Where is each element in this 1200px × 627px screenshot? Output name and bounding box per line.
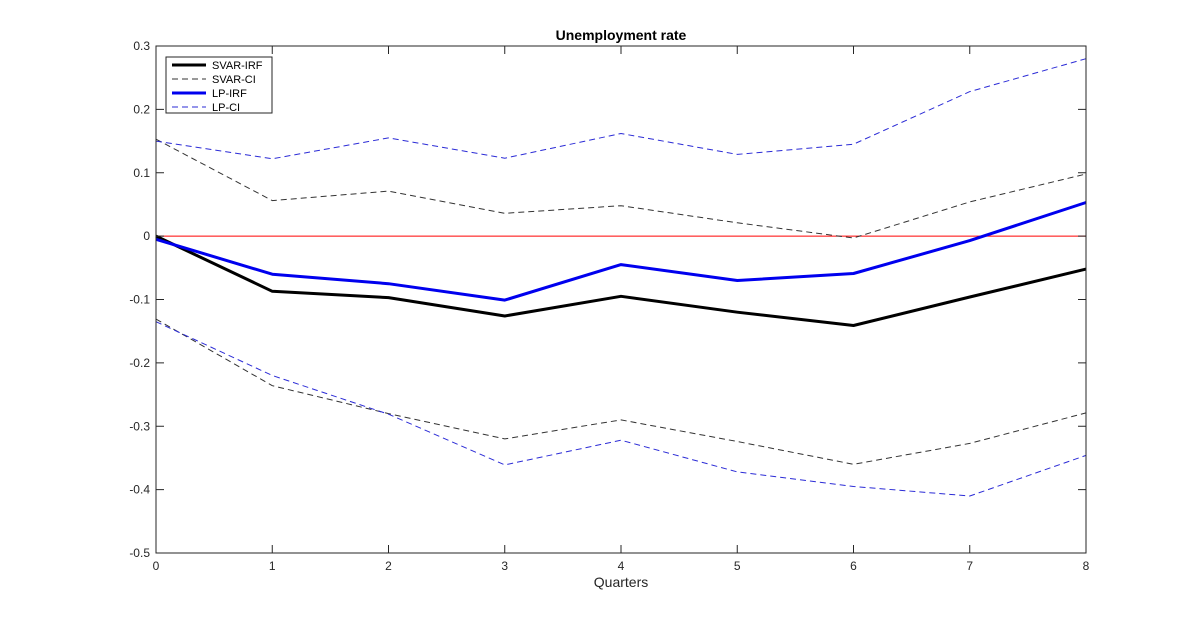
series-line-svar-ci-lower bbox=[155, 318, 1087, 465]
x-tick-label: 6 bbox=[850, 559, 857, 573]
x-tick-label: 3 bbox=[501, 559, 508, 573]
x-tick-label: 0 bbox=[153, 559, 160, 573]
y-tick-label: -0.5 bbox=[129, 546, 150, 560]
series-line-svar-ci bbox=[155, 138, 1087, 239]
x-tick-label: 1 bbox=[269, 559, 276, 573]
x-tick-label: 4 bbox=[618, 559, 625, 573]
x-tick-label: 5 bbox=[734, 559, 741, 573]
series-line-lp-ci bbox=[155, 58, 1087, 160]
x-tick-label: 7 bbox=[966, 559, 973, 573]
y-tick-label: -0.4 bbox=[129, 483, 150, 497]
y-tick-label: 0 bbox=[143, 229, 150, 243]
plot-area bbox=[156, 46, 1086, 553]
legend-label-svar-irf: SVAR-IRF bbox=[212, 60, 263, 72]
y-tick-label: 0.3 bbox=[133, 39, 150, 53]
x-tick-label: 8 bbox=[1083, 559, 1090, 573]
series-line-lp-irf bbox=[155, 201, 1087, 302]
x-axis-label: Quarters bbox=[594, 574, 648, 590]
chart-title: Unemployment rate bbox=[556, 27, 687, 43]
y-tick-label: -0.2 bbox=[129, 356, 150, 370]
y-tick-label: 0.2 bbox=[133, 102, 150, 116]
y-tick-label: -0.1 bbox=[129, 293, 150, 307]
y-tick-label: 0.1 bbox=[133, 166, 150, 180]
series-line-lp-ci-lower bbox=[155, 321, 1087, 497]
legend: SVAR-IRF SVAR-CI LP-IRF LP-CI bbox=[165, 56, 273, 114]
x-tick-label: 2 bbox=[385, 559, 392, 573]
legend-label-lp-ci: LP-CI bbox=[212, 102, 240, 114]
y-tick-label: -0.3 bbox=[129, 419, 150, 433]
legend-label-lp-irf: LP-IRF bbox=[212, 88, 247, 100]
legend-label-svar-ci: SVAR-CI bbox=[212, 74, 256, 86]
series-line-svar-irf bbox=[155, 234, 1087, 327]
